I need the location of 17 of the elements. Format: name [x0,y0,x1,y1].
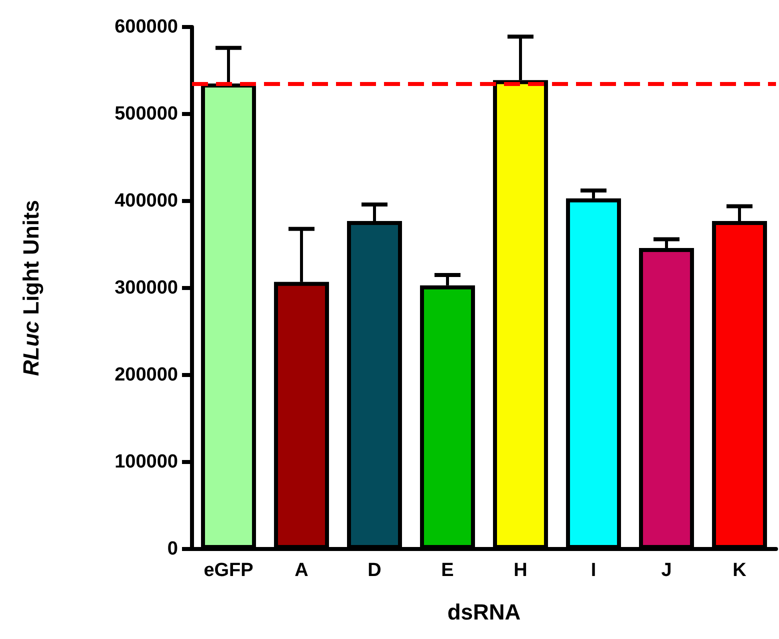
y-axis-title: RLuc Light Units [18,200,44,376]
y-tick-label: 0 [167,538,178,560]
x-tick-label: K [732,560,747,581]
x-tick-label: J [661,560,672,581]
y-tick-label: 500000 [114,104,178,124]
x-axis-title: dsRNA [447,600,521,624]
x-tick-label: H [514,560,528,581]
y-tick-label: 300000 [114,278,178,298]
x-tick-label: eGFP [204,560,254,581]
y-tick-label: 600000 [114,16,178,38]
y-tick-label: 200000 [114,364,178,386]
y-tick-label: 400000 [114,190,178,212]
x-tick-label: I [590,560,596,581]
x-tick-label: D [368,560,382,581]
x-tick-label: A [294,560,309,581]
x-tick-label: E [441,560,454,581]
y-tick-label: 100000 [114,452,178,472]
